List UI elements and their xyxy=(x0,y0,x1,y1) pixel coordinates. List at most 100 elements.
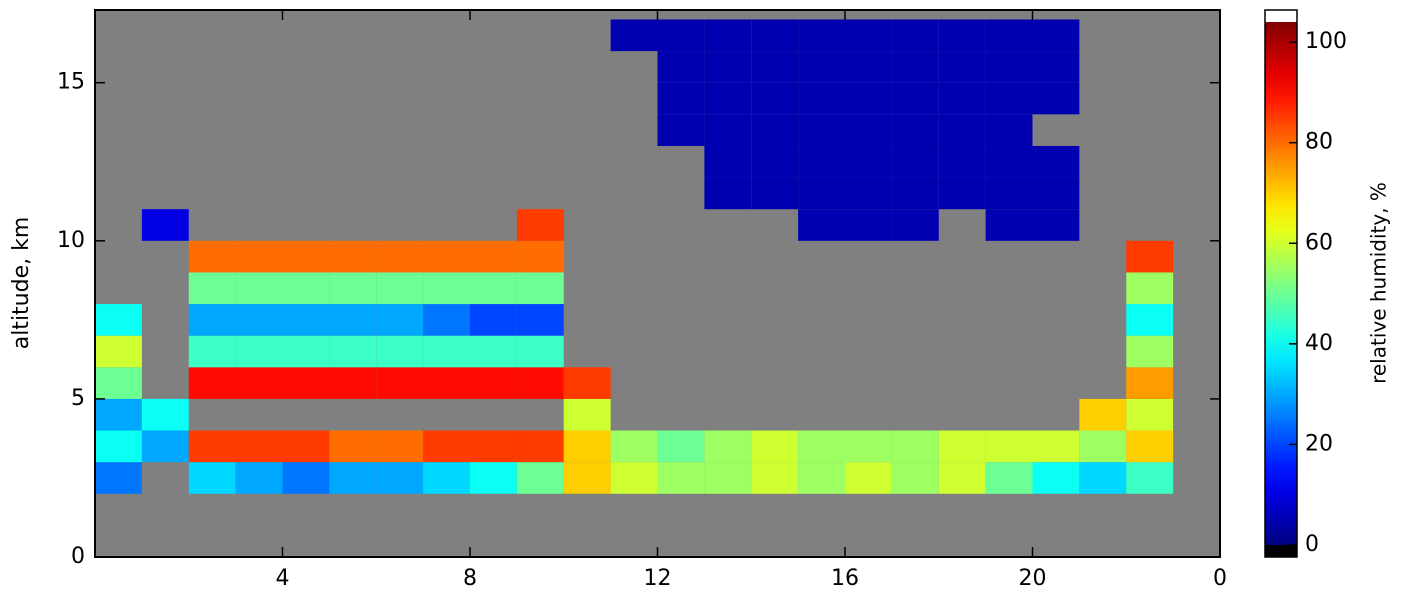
heat-cell xyxy=(470,272,517,305)
heat-cell xyxy=(188,367,236,399)
colorbar xyxy=(1265,22,1297,545)
heat-cell xyxy=(1032,51,1080,83)
heat-cell xyxy=(938,145,986,178)
heat-cell xyxy=(563,430,611,463)
heat-cell xyxy=(891,51,939,83)
heat-cell xyxy=(657,19,705,52)
heat-cell xyxy=(329,304,377,336)
heat-cell xyxy=(657,51,705,83)
heat-cell xyxy=(423,335,470,368)
heat-cell xyxy=(751,114,799,146)
heat-cell xyxy=(1032,177,1080,210)
heat-cell xyxy=(376,272,424,305)
heat-cell xyxy=(95,462,142,494)
heat-cell xyxy=(188,462,236,494)
heat-cell xyxy=(704,462,752,494)
heat-cell xyxy=(282,335,330,368)
heat-cell xyxy=(329,272,377,305)
heat-cell xyxy=(282,304,330,336)
heat-cell xyxy=(329,335,377,368)
colorbar-over xyxy=(1265,10,1297,22)
heat-cell xyxy=(798,209,845,241)
heat-cell xyxy=(563,462,611,494)
heat-cell xyxy=(891,209,939,241)
heat-cell xyxy=(1126,430,1174,463)
heat-cell xyxy=(1126,367,1174,399)
heat-cell xyxy=(1126,398,1174,431)
colorbar-tick-label: 100 xyxy=(1305,29,1347,54)
heat-cell xyxy=(938,19,986,52)
heat-cell xyxy=(751,462,799,494)
heat-cell xyxy=(985,114,1033,146)
heat-cell xyxy=(938,430,986,463)
heat-cell xyxy=(704,114,752,146)
y-tick-label: 10 xyxy=(57,228,85,253)
heat-cell xyxy=(141,209,189,241)
heat-cell xyxy=(985,19,1033,52)
heat-cell xyxy=(798,114,845,146)
heat-cell xyxy=(1079,398,1127,431)
heat-cell xyxy=(470,367,517,399)
heat-cell xyxy=(751,19,799,52)
heat-cell xyxy=(798,430,845,463)
heat-cell xyxy=(845,177,892,210)
heat-cell xyxy=(516,240,564,273)
heat-cell xyxy=(188,272,236,305)
plot-area xyxy=(95,10,1220,557)
heat-cell xyxy=(423,304,470,336)
heat-cell xyxy=(423,462,470,494)
heat-cell xyxy=(329,240,377,273)
heat-cell xyxy=(282,462,330,494)
heat-cell xyxy=(376,430,424,463)
heat-cell xyxy=(1126,335,1174,368)
heat-cell xyxy=(188,240,236,273)
x-tick-label: 20 xyxy=(1019,566,1047,591)
y-tick-label: 15 xyxy=(57,70,85,95)
heat-cell xyxy=(704,430,752,463)
heat-cell xyxy=(376,335,424,368)
heat-cell xyxy=(938,462,986,494)
heat-cell xyxy=(751,430,799,463)
heat-cell xyxy=(516,209,564,241)
heat-cell xyxy=(188,304,236,336)
heat-cell xyxy=(235,272,283,305)
heat-cell xyxy=(141,430,189,463)
heat-cell xyxy=(470,335,517,368)
heat-cell xyxy=(985,430,1033,463)
heat-cell xyxy=(423,430,470,463)
heat-cell xyxy=(282,367,330,399)
heat-cell xyxy=(423,367,470,399)
heat-cell xyxy=(1079,430,1127,463)
colorbar-tick-label: 40 xyxy=(1305,331,1333,356)
heat-cell xyxy=(235,367,283,399)
heat-cell xyxy=(282,272,330,305)
heat-cell xyxy=(1032,462,1080,494)
heat-cell xyxy=(798,462,845,494)
heat-cell xyxy=(985,145,1033,178)
y-axis-label: altitude, km xyxy=(9,217,34,350)
heat-cell xyxy=(845,51,892,83)
heat-cell xyxy=(657,430,705,463)
heat-cell xyxy=(891,462,939,494)
heat-cell xyxy=(376,367,424,399)
heat-cell xyxy=(704,145,752,178)
heat-cell xyxy=(516,367,564,399)
heat-cell xyxy=(985,177,1033,210)
heat-cell xyxy=(845,145,892,178)
heat-cell xyxy=(798,19,845,52)
heat-cell xyxy=(704,177,752,210)
heat-cell xyxy=(891,430,939,463)
heat-cell xyxy=(1126,462,1174,494)
heat-cell xyxy=(1032,19,1080,52)
colorbar-label: relative humidity, % xyxy=(1367,182,1391,384)
heat-cell xyxy=(845,209,892,241)
heat-cell xyxy=(657,82,705,115)
heat-cell xyxy=(891,19,939,52)
heat-cell xyxy=(235,462,283,494)
heat-cell xyxy=(704,19,752,52)
heat-cell xyxy=(610,462,658,494)
heat-cell xyxy=(891,177,939,210)
heat-cell xyxy=(1032,209,1080,241)
heat-cell xyxy=(282,430,330,463)
